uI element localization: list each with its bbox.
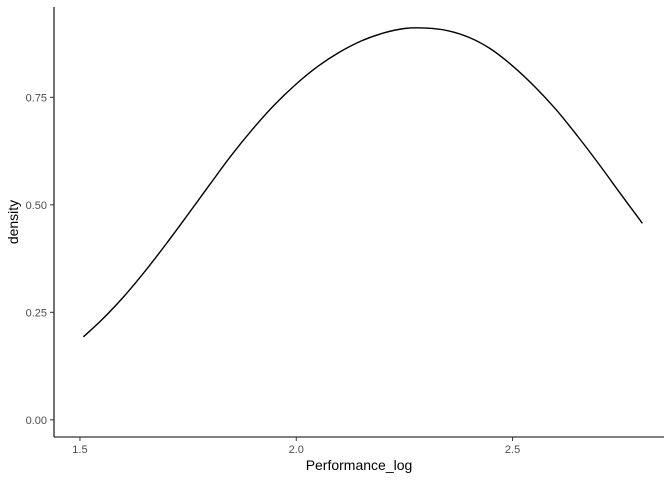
y-tick-label: 0.00 — [26, 415, 47, 427]
x-axis-title: Performance_log — [306, 457, 413, 473]
x-tick-label: 2.0 — [289, 444, 304, 456]
x-tick-label: 1.5 — [72, 444, 87, 456]
y-tick-label: 0.75 — [26, 92, 47, 104]
x-tick-label: 2.5 — [505, 444, 520, 456]
x-axis-ticks: 1.5 2.0 2.5 — [72, 437, 520, 456]
y-tick-label: 0.25 — [26, 307, 47, 319]
y-axis-ticks: 0.00 0.25 0.50 0.75 — [26, 92, 54, 427]
density-curve — [82, 27, 643, 338]
y-axis-title: density — [5, 200, 21, 244]
plot-area — [82, 27, 643, 338]
y-tick-label: 0.50 — [26, 200, 47, 212]
